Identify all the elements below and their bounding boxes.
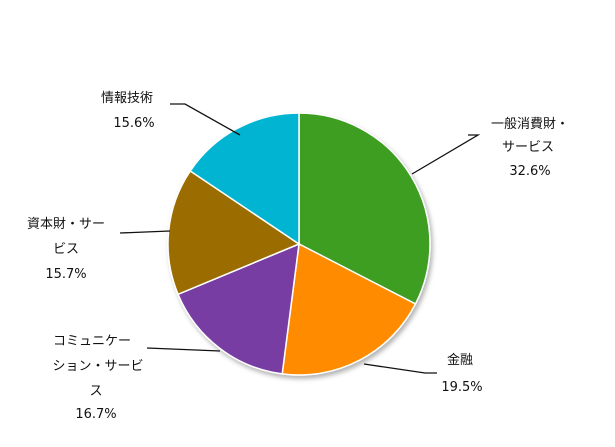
slice-label: 金融	[447, 352, 473, 368]
slice-value-label: 15.7%	[45, 267, 86, 282]
pie-slice	[177, 242, 300, 375]
slice-value-label: 19.5%	[441, 380, 482, 395]
leader-line	[119, 230, 171, 234]
slice-label: ション・サービ	[52, 359, 143, 374]
leader-line	[363, 363, 437, 374]
slice-value-label: 15.6%	[113, 116, 154, 131]
pie-slice	[281, 242, 417, 376]
slice-value-label: 16.7%	[75, 407, 116, 422]
pie-slice	[189, 112, 300, 246]
pie-slice	[298, 112, 431, 305]
slice-label: 情報技術	[101, 91, 153, 106]
leader-line	[411, 134, 481, 175]
slice-label: ス	[89, 384, 102, 399]
slice-label: 資本財・サー	[27, 217, 105, 232]
slice-label: 一般消費財・	[491, 116, 569, 132]
slice-label: ビス	[53, 242, 79, 257]
leader-line	[146, 347, 221, 352]
slice-label: サービス	[502, 140, 554, 155]
slice-label: コミュニケー	[53, 334, 131, 349]
slice-value-label: 32.6%	[509, 164, 550, 179]
leader-line	[170, 103, 241, 136]
